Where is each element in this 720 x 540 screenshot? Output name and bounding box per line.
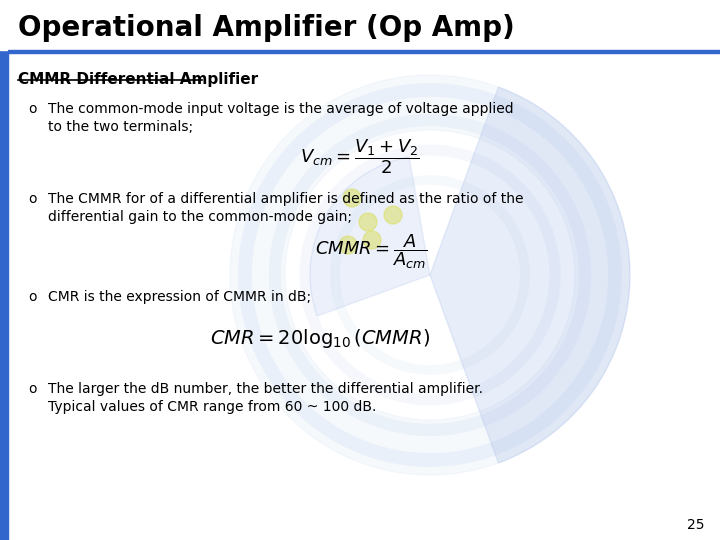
Bar [0, 0, 720, 50]
Text: o: o [28, 102, 37, 116]
Text: The larger the dB number, the better the differential amplifier.
Typical values : The larger the dB number, the better the… [48, 382, 483, 414]
Circle shape [339, 236, 357, 254]
Text: $CMMR = \dfrac{A}{A_{cm}}$: $CMMR = \dfrac{A}{A_{cm}}$ [315, 232, 427, 271]
Circle shape [363, 231, 381, 249]
Text: CMMR Differential Amplifier: CMMR Differential Amplifier [18, 72, 258, 87]
Wedge shape [230, 75, 630, 475]
Text: $CMR = 20\log_{10}(CMMR)$: $CMR = 20\log_{10}(CMMR)$ [210, 327, 430, 350]
Bar [8, 50, 720, 53]
Text: o: o [28, 382, 37, 396]
Text: $V_{cm} = \dfrac{V_1 + V_2}{2}$: $V_{cm} = \dfrac{V_1 + V_2}{2}$ [300, 137, 420, 176]
Text: 25: 25 [688, 518, 705, 532]
Text: The common-mode input voltage is the average of voltage applied
to the two termi: The common-mode input voltage is the ave… [48, 102, 513, 134]
Text: o: o [28, 192, 37, 206]
Wedge shape [310, 157, 430, 316]
Circle shape [343, 189, 361, 207]
Text: Operational Amplifier (Op Amp): Operational Amplifier (Op Amp) [18, 14, 515, 42]
Bar [0, 0, 8, 540]
Text: CMR is the expression of CMMR in dB;: CMR is the expression of CMMR in dB; [48, 290, 311, 304]
Wedge shape [430, 87, 630, 463]
Text: The CMMR for of a differential amplifier is defined as the ratio of the
differen: The CMMR for of a differential amplifier… [48, 192, 523, 225]
Circle shape [359, 213, 377, 231]
Text: o: o [28, 290, 37, 304]
Circle shape [384, 206, 402, 224]
